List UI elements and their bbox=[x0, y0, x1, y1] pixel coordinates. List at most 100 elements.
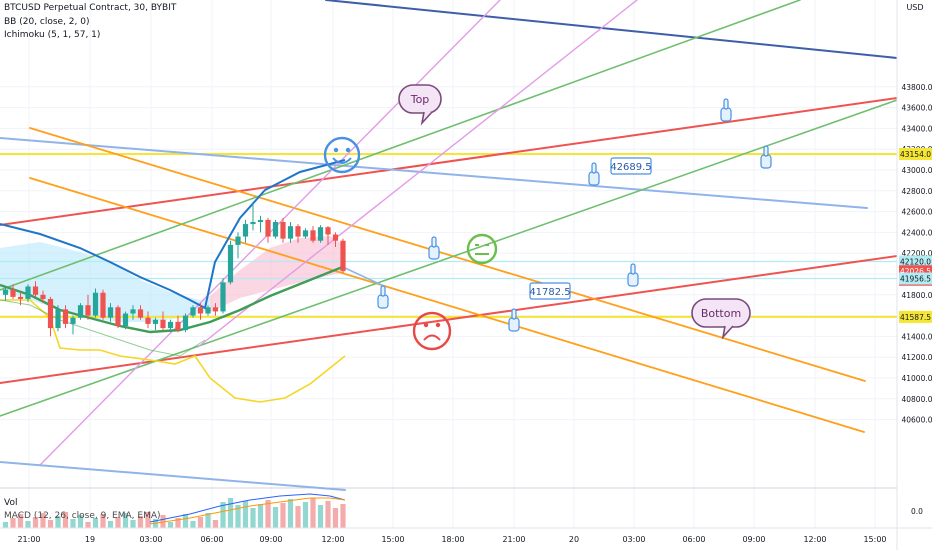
time-tick-label: 18:00 bbox=[441, 535, 464, 544]
candle-body bbox=[212, 307, 219, 312]
candle-body bbox=[272, 222, 279, 237]
lagging-span bbox=[0, 299, 206, 357]
volume-bar bbox=[167, 522, 174, 528]
time-tick-label: 09:00 bbox=[742, 535, 765, 544]
bb-lower bbox=[0, 299, 346, 403]
volume-bar bbox=[137, 516, 144, 528]
price-tick-label: 40600.0 bbox=[901, 416, 932, 425]
pointing-hand-icon-palm bbox=[508, 317, 520, 332]
trendline-navy bbox=[325, 0, 898, 59]
mouth bbox=[423, 334, 441, 341]
candle-body bbox=[182, 315, 189, 331]
pointing-hand-icon bbox=[588, 162, 600, 186]
price-badge bbox=[899, 272, 932, 285]
pointing-hand-icon-finger bbox=[431, 236, 437, 248]
candle-body bbox=[25, 286, 31, 299]
macd-line bbox=[149, 493, 346, 523]
bb-legend[interactable]: BB (20, close, 2, 0) bbox=[4, 17, 90, 27]
volume-bar bbox=[197, 517, 204, 528]
trendline-red-lower bbox=[0, 255, 898, 384]
volume-bar bbox=[70, 519, 76, 528]
candle-body bbox=[77, 305, 84, 318]
candle-body bbox=[70, 317, 76, 324]
time-tick-label: 15:00 bbox=[381, 535, 404, 544]
emoji-stickers[interactable] bbox=[323, 98, 772, 351]
price-tick-label: 41000.0 bbox=[901, 374, 932, 383]
macd-legend[interactable]: MACD (12, 26, close, 9, EMA, EMA) bbox=[4, 511, 161, 521]
ichimoku-legend[interactable]: Ichimoku (5, 1, 57, 1) bbox=[4, 30, 101, 40]
time-tick-label: 06:00 bbox=[200, 535, 223, 544]
drawing-lines[interactable] bbox=[0, 0, 898, 491]
trendline-orange-lower bbox=[29, 177, 865, 433]
top-callout-label: Top bbox=[410, 93, 430, 106]
candle-body bbox=[40, 294, 46, 299]
price-note-41782: 41782.5 bbox=[529, 282, 571, 300]
candle-body bbox=[55, 309, 61, 329]
volume-bar bbox=[92, 518, 99, 528]
price-tick-label: 41200.0 bbox=[901, 353, 932, 362]
volume-macd-panel bbox=[2, 493, 346, 528]
candle-body bbox=[100, 292, 106, 318]
candle-body bbox=[280, 222, 286, 239]
volume-bar bbox=[25, 521, 31, 528]
price-tick-label: 42600.0 bbox=[901, 208, 932, 217]
candle-body bbox=[10, 289, 16, 297]
candle-body bbox=[332, 234, 339, 241]
callouts[interactable]: Top 42689.5 41782.5 Bottom bbox=[398, 84, 751, 340]
cloud-red bbox=[210, 236, 345, 312]
candle-body bbox=[317, 227, 324, 241]
candle-body bbox=[287, 226, 294, 239]
candle-body bbox=[340, 240, 346, 271]
eye bbox=[345, 147, 351, 153]
candle-body bbox=[85, 305, 91, 316]
candle-body bbox=[122, 313, 129, 326]
candle-body bbox=[250, 222, 256, 225]
volume-bar bbox=[242, 501, 249, 528]
vol-legend[interactable]: Vol bbox=[4, 498, 18, 508]
time-tick-label: 03:00 bbox=[622, 535, 645, 544]
sad-face-icon-ring bbox=[412, 311, 452, 351]
volume-bar bbox=[10, 518, 16, 528]
volume-bar bbox=[227, 498, 234, 528]
top-callout-tail bbox=[420, 111, 433, 126]
currency-label: USD bbox=[906, 3, 923, 12]
top-callout: Top bbox=[398, 84, 442, 126]
price-note-42689-shape bbox=[610, 157, 652, 175]
candle-body bbox=[145, 317, 151, 324]
price-tick-label: 43800.0 bbox=[901, 83, 932, 92]
volume-bar bbox=[220, 502, 226, 528]
candle-body bbox=[152, 319, 159, 324]
price-tick-label: 40800.0 bbox=[901, 395, 932, 404]
volume-bar bbox=[122, 513, 129, 528]
candle-body bbox=[302, 230, 309, 237]
volume-bar bbox=[2, 522, 9, 528]
candles bbox=[2, 203, 346, 337]
bb-upper bbox=[0, 159, 346, 310]
volume-bar bbox=[235, 505, 241, 528]
candle-body bbox=[175, 321, 181, 331]
pointing-hand-icon bbox=[377, 285, 389, 309]
bottom-callout: Bottom bbox=[691, 298, 751, 340]
top-callout-shape bbox=[398, 84, 442, 114]
price-tick-label: 41400.0 bbox=[901, 332, 932, 341]
price-badge bbox=[899, 310, 932, 323]
volume-bar bbox=[325, 501, 331, 528]
pointing-hand-icon-palm bbox=[627, 272, 639, 287]
volume-bar bbox=[107, 521, 114, 528]
candle-body bbox=[265, 219, 271, 237]
price-axis[interactable]: USD43800.043600.043400.043200.043000.042… bbox=[896, 0, 932, 550]
pointing-hand-icon bbox=[760, 145, 772, 169]
price-badge-label: 41956.5 bbox=[900, 275, 931, 284]
candle-body bbox=[227, 244, 234, 283]
candle-body bbox=[160, 319, 166, 329]
trendline-blue bbox=[0, 137, 868, 209]
time-axis[interactable]: 21:00 19 03:00 06:00 09:00 12:00 15:00 18:00 21:… bbox=[0, 527, 932, 544]
happy-face-icon-ring bbox=[323, 136, 361, 174]
price-tick-label: 41800.0 bbox=[901, 291, 932, 300]
volume-bar bbox=[272, 507, 279, 528]
symbol-title[interactable]: BTCUSD Perpetual Contract, 30, BYBIT bbox=[4, 3, 177, 13]
candle-body bbox=[310, 230, 316, 241]
volume-bar bbox=[317, 505, 324, 528]
